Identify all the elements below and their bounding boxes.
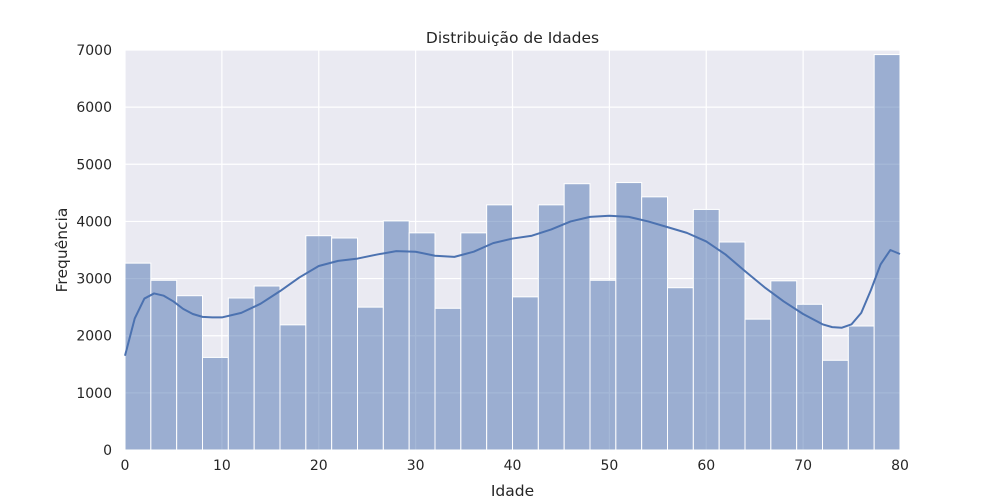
histogram-bar: [253, 285, 281, 451]
histogram-bar: [150, 279, 178, 451]
histogram-bar: [667, 287, 694, 451]
histogram-bar: [434, 307, 462, 451]
histogram-bar: [615, 182, 643, 451]
histogram-bar: [770, 280, 798, 451]
histogram-bar: [692, 208, 720, 451]
y-axis-title: Frequência: [53, 208, 71, 293]
histogram-bar: [357, 306, 384, 451]
x-tick-label: 50: [600, 458, 618, 474]
histogram-bar: [124, 262, 152, 451]
histogram-bar: [408, 232, 436, 451]
y-tick-label: 7000: [76, 43, 112, 59]
histogram-bar: [563, 183, 591, 451]
y-tick-label: 6000: [76, 100, 112, 116]
x-tick-label: 40: [504, 458, 522, 474]
kde-curve: [124, 214, 901, 356]
chart-title: Distribuição de Idades: [426, 29, 599, 47]
x-tick-label: 30: [407, 458, 425, 474]
y-tick-label: 4000: [76, 214, 112, 230]
y-tick-label: 1000: [76, 386, 112, 402]
x-tick-label: 80: [891, 458, 909, 474]
histogram-bar: [796, 303, 824, 451]
x-tick-label: 20: [310, 458, 328, 474]
x-axis-ticks: 0 10 20 30 40 50 60 70 80: [121, 458, 909, 474]
histogram-bar: [847, 325, 875, 451]
x-tick-label: 60: [697, 458, 715, 474]
y-tick-label: 0: [103, 443, 112, 459]
histogram-bar: [227, 297, 255, 451]
y-tick-label: 2000: [76, 329, 112, 345]
histogram-bar: [589, 279, 617, 451]
histogram-bars: [124, 54, 901, 451]
histogram-bar: [202, 356, 229, 451]
x-tick-label: 10: [213, 458, 231, 474]
y-axis-ticks: 0 1000 2000 3000 4000 5000 6000 7000: [76, 43, 112, 459]
x-tick-label: 70: [794, 458, 812, 474]
histogram-bar: [744, 318, 772, 451]
histogram-bar: [279, 324, 307, 451]
histogram-bar: [382, 220, 410, 451]
histogram-bar: [460, 232, 488, 451]
histogram-bar: [512, 296, 539, 451]
histogram-bar: [718, 241, 746, 451]
histogram-bar: [641, 196, 669, 451]
histogram-bar: [331, 237, 359, 451]
y-tick-label: 5000: [76, 157, 112, 173]
x-axis-title: Idade: [491, 482, 534, 500]
y-tick-label: 3000: [76, 272, 112, 288]
x-tick-label: 0: [121, 458, 130, 474]
histogram-bar: [822, 359, 849, 451]
histogram-bar: [537, 204, 565, 451]
histogram-bar: [176, 295, 203, 451]
histogram-bar: [305, 235, 333, 451]
